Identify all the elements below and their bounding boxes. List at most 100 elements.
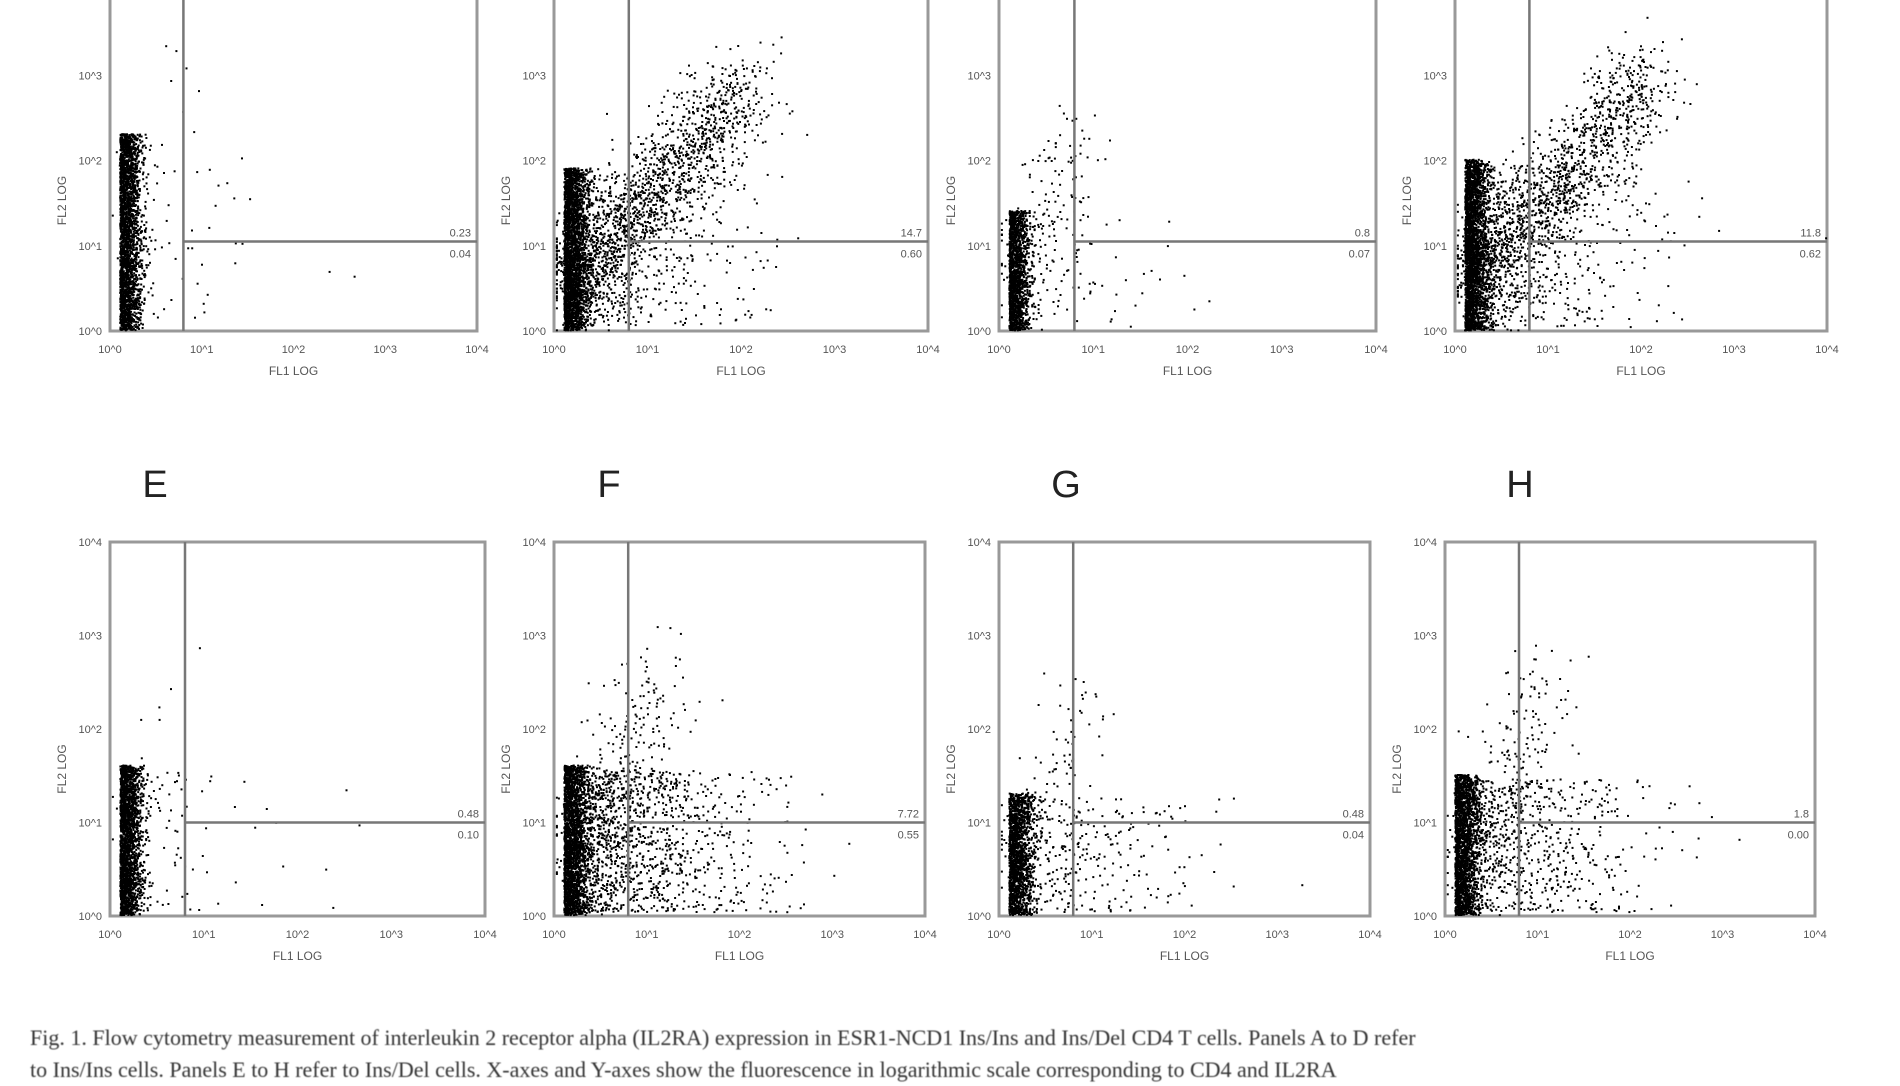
event-point [203,303,205,305]
event-point [136,270,138,272]
event-point [130,159,132,161]
event-point [579,173,581,175]
event-point [573,187,575,189]
event-point [584,194,586,196]
event-point [132,168,134,170]
event-point [138,300,140,302]
event-point [130,235,132,237]
event-point [133,320,135,322]
event-point [132,184,134,186]
event-point [124,255,126,257]
event-point [575,172,577,174]
event-point [163,172,165,174]
event-point [128,208,130,210]
event-point [120,199,122,201]
event-point [141,265,143,267]
event-point [120,238,122,240]
event-point [135,190,137,192]
event-point [129,229,131,231]
event-point [130,268,132,270]
event-point [120,186,122,188]
event-point [131,271,133,273]
event-point [120,280,122,282]
event-point [584,254,586,256]
event-point [119,165,121,167]
event-point [135,261,137,263]
event-point [129,264,131,266]
event-point [133,294,135,296]
event-point [141,260,143,262]
event-point [142,324,144,326]
event-point [145,201,147,203]
event-point [131,225,133,227]
event-point [119,204,121,206]
event-point [119,225,121,227]
event-point [141,301,143,303]
event-point [126,175,128,177]
event-point [131,187,133,189]
event-point [136,253,138,255]
event-point [138,161,140,163]
event-point [141,136,143,138]
event-point [146,176,148,178]
event-point [121,252,123,254]
event-point [572,189,574,191]
event-point [133,177,135,179]
event-point [135,219,137,221]
event-point [570,246,572,248]
event-point [128,234,130,236]
event-point [143,185,145,187]
event-point [129,191,131,193]
event-point [585,169,587,171]
event-point [241,157,243,159]
event-point [135,305,137,307]
event-point [135,324,137,326]
event-point [198,90,200,92]
event-point [141,289,143,291]
event-point [194,317,196,319]
event-point [128,140,130,142]
event-point [573,323,575,325]
event-point [568,294,570,296]
event-point [133,236,135,238]
event-point [125,208,127,210]
event-point [142,310,144,312]
event-point [576,183,578,185]
event-point [578,238,580,240]
event-point [572,210,574,212]
event-point [564,215,566,217]
event-point [573,194,575,196]
event-point [135,159,137,161]
event-point [125,139,127,141]
event-point [146,182,148,184]
event-point [122,194,124,196]
event-point [130,300,132,302]
event-point [145,245,147,247]
event-point [123,178,125,180]
x-tick-label: 10^2 [282,344,306,356]
event-point [119,172,121,174]
panel-1: 0.230.0410^010^010^110^110^210^210^310^3… [55,0,489,378]
event-point [135,281,137,283]
event-point [137,200,139,202]
event-point [144,231,146,233]
event-point [121,219,123,221]
event-point [123,217,125,219]
event-point [140,247,142,249]
event-point [139,134,141,136]
event-point [136,171,138,173]
event-point [150,287,152,289]
event-point [128,196,130,198]
event-point [121,180,123,182]
event-point [137,185,139,187]
event-point [135,177,137,179]
event-point [145,134,147,136]
event-point [575,326,577,328]
event-point [153,313,155,315]
event-point [154,164,156,166]
event-point [591,171,593,173]
event-point [130,153,132,155]
event-point [148,291,150,293]
event-point [579,178,581,180]
event-point [143,237,145,239]
